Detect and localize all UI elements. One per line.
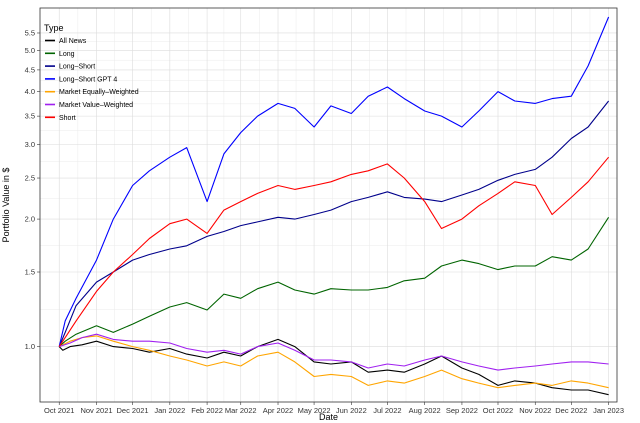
- legend-label: Long–Short GPT 4: [59, 76, 117, 83]
- series-line-short: [58, 156, 610, 347]
- x-tick-label: Aug 2022: [409, 406, 441, 415]
- x-tick-label: Apr 2022: [263, 406, 293, 415]
- y-tick-label: 3.5: [25, 112, 35, 121]
- legend-label: Short: [59, 115, 76, 122]
- x-tick-label: Oct 2022: [483, 406, 513, 415]
- series-layer: [58, 16, 610, 396]
- x-tick-label: Feb 2022: [191, 406, 223, 415]
- x-tick-label: Nov 2021: [80, 406, 112, 415]
- x-tick-label: Jul 2022: [373, 406, 401, 415]
- legend-title: Type: [44, 23, 64, 33]
- x-tick-label: Sep 2022: [446, 406, 478, 415]
- series-line-all-news: [58, 338, 609, 396]
- x-tick-label: May 2022: [298, 406, 331, 415]
- minor-gridlines: [40, 8, 617, 402]
- legend-label: Market Equally–Weighted: [59, 89, 139, 96]
- legend-label: Long: [59, 51, 75, 58]
- series-line-long-short: [58, 100, 610, 347]
- y-tick-label: 3.0: [25, 140, 35, 149]
- legend-items: All News Long Long–Short Long–Short GPT 4 Ma…: [45, 38, 139, 122]
- legend-label: Long–Short: [59, 64, 95, 71]
- y-tick-label: 1.5: [25, 268, 35, 277]
- y-tick-label: 4.5: [25, 66, 35, 75]
- y-axis-title: Portfolio Value in $: [1, 168, 11, 243]
- y-axis: 1.0 1.5 2.0 2.5 3.0 3.5 4.0 4.5 5.0 5.5: [25, 29, 40, 351]
- x-tick-label: Dec 2021: [117, 406, 149, 415]
- y-tick-label: 2.5: [25, 174, 35, 183]
- x-tick-label: Jan 2023: [593, 406, 624, 415]
- legend-label: All News: [59, 38, 87, 45]
- x-tick-label: Jan 2022: [154, 406, 185, 415]
- x-tick-label: Oct 2021: [44, 406, 74, 415]
- legend-label: Market Value–Weighted: [59, 102, 133, 109]
- x-axis: Oct 2021 Nov 2021 Dec 2021 Jan 2022 Feb 2022…: [44, 402, 624, 415]
- x-tick-label: Jun 2022: [336, 406, 367, 415]
- legend: Type All News Long Long–Short Long–Short GP…: [44, 23, 139, 122]
- x-tick-label: Nov 2022: [519, 406, 551, 415]
- series-line-long: [58, 217, 610, 348]
- y-tick-label: 2.0: [25, 215, 35, 224]
- series-line-long-short-gpt-4: [58, 16, 610, 347]
- y-tick-label: 5.0: [25, 46, 35, 55]
- series-line-market-value-weighted: [59, 333, 609, 371]
- x-tick-label: Dec 2022: [555, 406, 587, 415]
- x-tick-label: Mar 2022: [225, 406, 257, 415]
- y-tick-label: 1.0: [25, 342, 35, 351]
- series-line-market-equally-weighted: [58, 335, 609, 389]
- x-axis-title: Date: [319, 412, 338, 422]
- y-tick-label: 5.5: [25, 29, 35, 38]
- plot-border: [39, 7, 618, 403]
- y-tick-label: 4.0: [25, 87, 35, 96]
